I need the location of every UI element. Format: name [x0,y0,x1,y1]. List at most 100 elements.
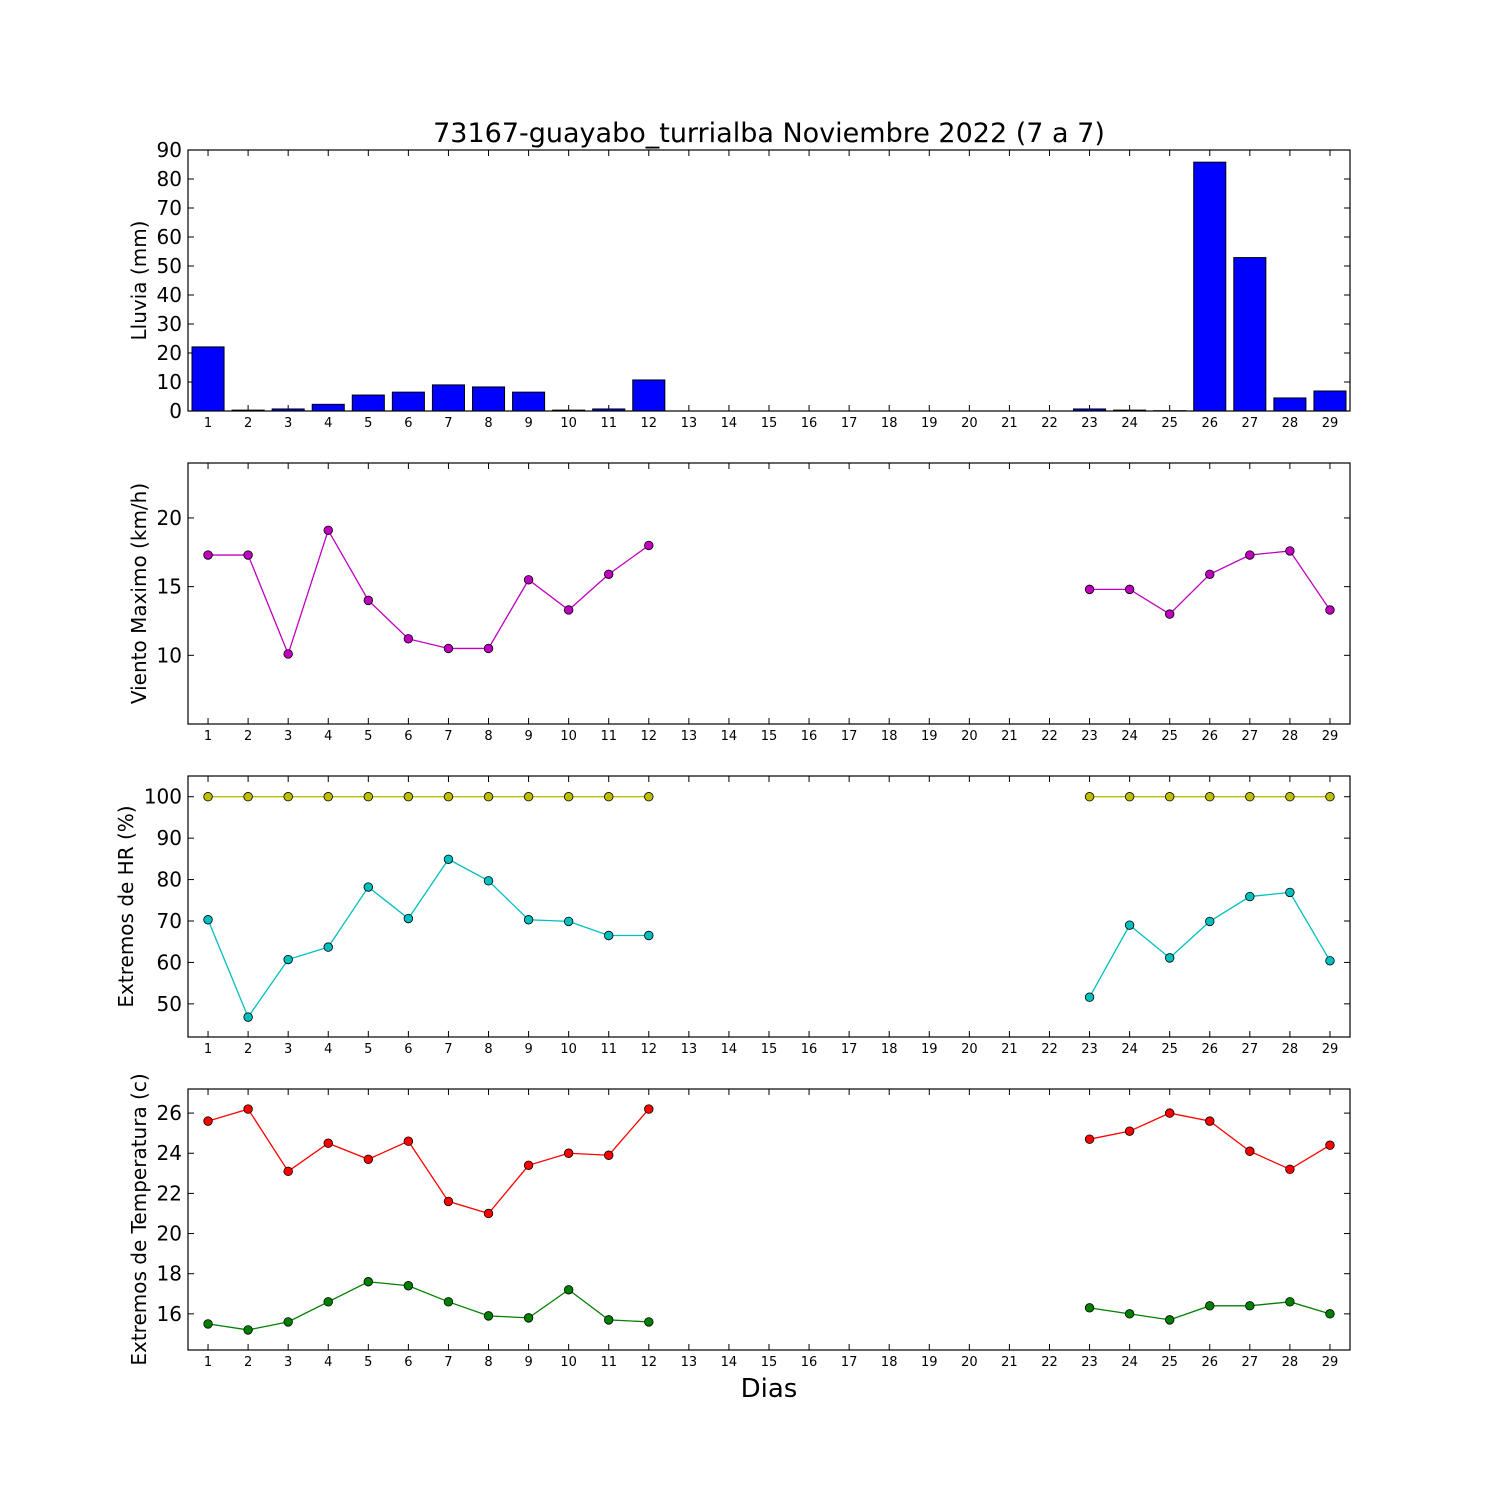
y-axis-label: Extremos de HR (%) [114,805,138,1007]
point-series1-day-8 [483,643,494,654]
x-tick-label: 9 [524,416,532,431]
point-series2-day-26 [1205,916,1215,927]
point-series1-day-3 [283,649,293,659]
y-tick-label: 20 [157,506,182,530]
bar-day-12 [632,379,666,412]
plot-frame [187,149,1351,412]
x-tick-label: 10 [560,416,577,431]
x-tick-label: 14 [721,416,738,431]
x-tick-label: 8 [484,1042,492,1057]
y-tick-label: 20 [157,341,182,365]
x-tick-label: 19 [921,416,938,431]
y-tick-label: 20 [157,1222,182,1246]
plot-frame [187,775,1351,1038]
y-tick-label: 18 [157,1262,182,1286]
bar-day-27 [1233,257,1267,412]
x-tick-label: 28 [1282,1355,1299,1370]
x-tick-label: 18 [881,1355,898,1370]
x-tick-label: 8 [484,1355,492,1370]
point-series1-day-27 [1245,1146,1255,1156]
point-series2-day-8 [483,876,494,886]
x-tick-label: 15 [761,1042,778,1057]
x-tick-label: 7 [444,729,452,744]
x-tick-label: 23 [1081,729,1098,744]
point-series2-day-10 [563,1285,574,1295]
x-tick-label: 12 [641,416,658,431]
point-series1-day-11 [604,792,614,802]
y-tick-label: 80 [157,868,182,892]
point-series1-day-6 [403,634,414,644]
x-tick-label: 15 [761,729,778,744]
x-tick-label: 3 [284,1042,292,1057]
x-tick-label: 11 [600,729,617,744]
point-series1-day-5 [363,595,374,606]
point-series2-day-5 [363,1277,374,1287]
point-series1-day-1 [203,550,213,560]
x-tick-label: 22 [1041,1355,1058,1370]
plot-frame [187,462,1351,725]
point-series2-day-7 [443,1297,454,1307]
point-series1-day-11 [604,569,614,579]
x-tick-label: 7 [444,1042,452,1057]
bar-day-9 [512,391,546,412]
point-series1-day-26 [1205,1116,1215,1126]
x-tick-label: 27 [1242,416,1259,431]
bar-day-29 [1313,390,1347,412]
x-tick-label: 21 [1001,1042,1018,1057]
y-tick-label: 60 [157,225,182,249]
x-tick-label: 1 [204,1042,212,1057]
x-tick-label: 19 [921,729,938,744]
x-tick-label: 4 [324,416,332,431]
x-tick-label: 11 [600,1355,617,1370]
x-tick-label: 17 [841,729,858,744]
x-tick-label: 24 [1121,1355,1138,1370]
bar-day-4 [311,403,345,412]
point-series1-day-28 [1285,1164,1295,1175]
y-tick-label: 70 [157,909,182,933]
x-axis-label: Dias [741,1374,798,1404]
point-series1-day-1 [203,792,213,802]
point-series2-day-3 [283,954,293,965]
point-series2-day-6 [403,1281,414,1291]
point-series2-day-10 [563,916,574,927]
point-series1-day-29 [1325,1140,1335,1150]
x-tick-label: 2 [244,416,252,431]
point-series2-day-4 [323,1297,333,1307]
x-tick-label: 12 [641,729,658,744]
x-tick-label: 19 [921,1042,938,1057]
point-series1-day-3 [283,1166,293,1177]
point-series1-day-1 [203,1116,213,1126]
y-tick-label: 16 [157,1302,182,1326]
x-tick-label: 27 [1242,1355,1259,1370]
x-tick-label: 28 [1282,416,1299,431]
x-tick-label: 5 [364,1042,372,1057]
point-series1-day-4 [323,1138,333,1148]
x-tick-label: 23 [1081,1355,1098,1370]
x-tick-label: 21 [1001,416,1018,431]
point-series2-day-11 [604,1315,614,1325]
y-axis-label: Viento Maximo (km/h) [127,483,151,704]
point-series1-day-7 [443,643,454,654]
y-tick-label: 50 [157,254,182,278]
point-series1-day-26 [1205,569,1215,579]
x-tick-label: 5 [364,416,372,431]
x-tick-label: 2 [244,1355,252,1370]
x-tick-label: 7 [444,1355,452,1370]
x-tick-label: 6 [404,1355,412,1370]
point-series1-day-10 [563,1148,574,1158]
point-series1-day-25 [1164,1108,1175,1118]
x-tick-label: 19 [921,1355,938,1370]
x-tick-label: 14 [721,1042,738,1057]
y-tick-label: 24 [157,1141,182,1165]
point-series1-day-24 [1124,792,1135,802]
x-tick-label: 23 [1081,416,1098,431]
x-tick-label: 15 [761,416,778,431]
x-tick-label: 29 [1322,1355,1339,1370]
x-tick-label: 12 [641,1042,658,1057]
point-series1-day-23 [1084,584,1095,595]
bar-day-5 [351,394,385,412]
y-tick-label: 90 [157,138,182,162]
point-series2-day-9 [523,915,534,925]
bar-day-1 [191,346,225,412]
